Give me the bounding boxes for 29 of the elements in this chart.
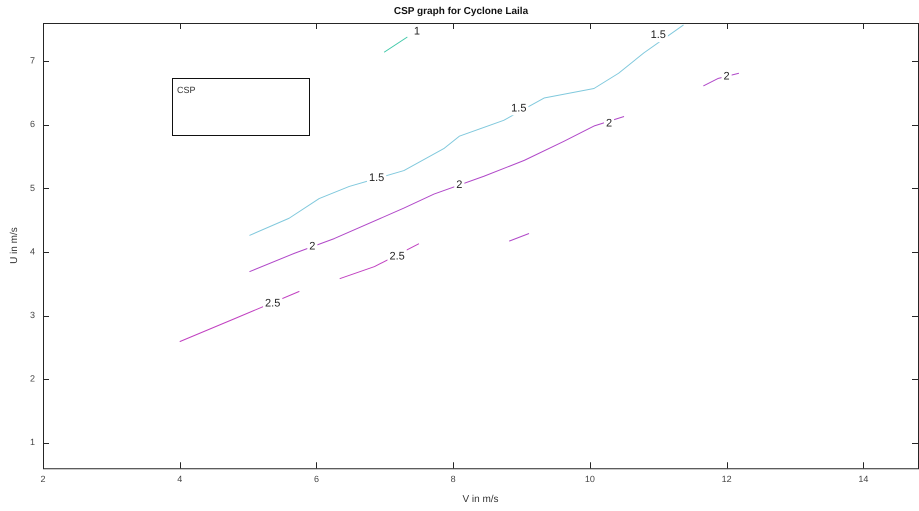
annotation: 2 [724, 70, 730, 82]
annotation: 1.5 [650, 29, 666, 42]
annotation: 1 [414, 25, 420, 38]
x-tick-label: 8 [450, 474, 456, 484]
chart-title: CSP graph for Cyclone Laila [394, 6, 529, 17]
y-axis-title: U in m/s [8, 227, 20, 264]
legend-box: CSP [172, 78, 310, 136]
x-tick-label: 12 [722, 474, 732, 484]
y-tick-label: 5 [30, 182, 36, 193]
annotation: 2 [606, 118, 612, 130]
x-tick-label: 6 [314, 474, 319, 484]
y-tick-label: 3 [30, 310, 36, 320]
annotation: 1.5 [511, 102, 526, 114]
y-tick-label: 4 [30, 246, 36, 256]
x-tick-label: 10 [584, 474, 595, 484]
x-tick-label: 14 [858, 474, 868, 484]
annotation: 2 [456, 179, 462, 192]
y-tick-label: 1 [30, 437, 36, 448]
annotation: 2.5 [265, 298, 280, 310]
legend-title: CSP [177, 85, 196, 95]
annotation: 2 [309, 240, 316, 252]
y-tick-label: 2 [30, 374, 36, 384]
y-tick-label: 6 [30, 119, 36, 130]
x-tick-label: 4 [177, 474, 182, 484]
annotation: 2.5 [389, 250, 405, 262]
x-tick-label: 2 [40, 474, 46, 484]
annotation: 1.5 [368, 172, 384, 184]
x-axis-title: V in m/s [462, 494, 499, 505]
y-tick-label: 7 [30, 56, 36, 66]
